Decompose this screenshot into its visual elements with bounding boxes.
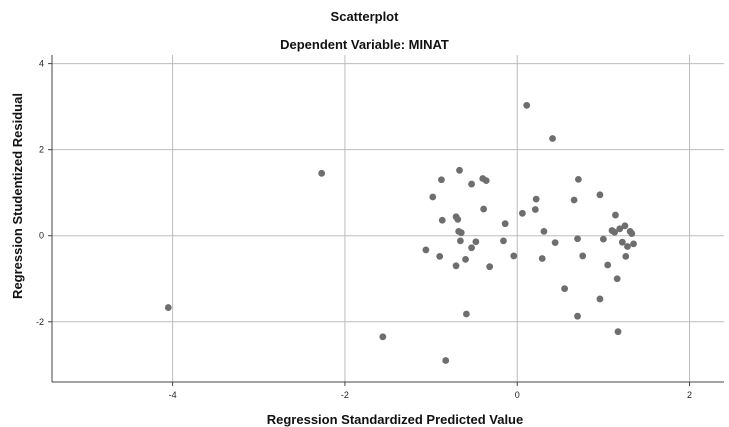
data-point — [482, 177, 490, 185]
data-point — [456, 237, 464, 245]
y-tick-label: 2 — [39, 145, 44, 155]
data-point — [574, 235, 581, 243]
y-tick-label: -2 — [36, 317, 44, 327]
data-point — [438, 176, 445, 184]
data-point — [462, 255, 469, 263]
data-point — [614, 328, 622, 336]
data-point — [379, 333, 387, 341]
data-point — [596, 295, 604, 303]
axes-layer — [48, 55, 724, 386]
data-point — [452, 262, 460, 270]
data-point — [549, 135, 556, 142]
data-point — [468, 244, 475, 252]
data-point — [611, 228, 618, 236]
data-point — [624, 243, 631, 250]
data-point — [540, 228, 548, 235]
data-point — [500, 237, 507, 245]
plot-area — [52, 55, 724, 382]
data-point — [318, 169, 326, 177]
data-point — [422, 246, 430, 254]
data-point — [630, 240, 637, 248]
data-point — [613, 275, 621, 283]
x-tick-label: 2 — [687, 390, 692, 400]
data-point — [561, 285, 569, 293]
data-point — [457, 229, 465, 237]
data-point — [480, 205, 488, 213]
data-point — [463, 310, 470, 318]
data-points — [164, 101, 637, 364]
x-axis-label: Regression Standardized Predicted Value — [267, 412, 523, 427]
y-axis-label: Regression Studentized Residual — [10, 93, 25, 299]
data-point — [604, 261, 612, 269]
x-tick-label: 0 — [515, 390, 520, 400]
data-point — [164, 304, 172, 311]
tick-labels: -4 -2 0 2 -2 0 2 4 — [36, 59, 692, 400]
data-point — [538, 255, 546, 262]
data-point — [574, 312, 581, 320]
data-point — [510, 252, 518, 260]
chart-subtitle: Dependent Variable: MINAT — [280, 37, 449, 52]
data-point — [429, 193, 437, 201]
data-point — [551, 239, 559, 246]
data-point — [472, 238, 480, 246]
data-point — [454, 215, 462, 223]
data-point — [575, 175, 582, 183]
data-point — [456, 166, 463, 174]
data-point — [612, 211, 619, 219]
data-point — [570, 196, 578, 204]
data-point — [531, 206, 539, 213]
y-tick-label: 0 — [39, 231, 44, 241]
chart-title: Scatterplot — [330, 9, 399, 24]
grid-layer — [52, 55, 724, 382]
data-point — [579, 252, 587, 260]
data-point — [622, 252, 630, 260]
data-point — [628, 230, 636, 237]
x-tick-label: -2 — [341, 390, 349, 400]
data-point — [438, 216, 446, 224]
data-point — [599, 235, 607, 243]
data-point — [436, 252, 444, 260]
data-point — [523, 101, 531, 109]
data-point — [618, 238, 626, 246]
x-tick-label: -4 — [169, 390, 177, 400]
data-point — [442, 357, 450, 364]
data-point — [486, 263, 494, 271]
data-point — [532, 195, 540, 203]
data-point — [519, 209, 526, 217]
y-tick-label: 4 — [39, 59, 44, 69]
data-point — [616, 225, 624, 233]
data-point — [621, 222, 629, 230]
data-point — [501, 220, 509, 228]
data-point — [468, 180, 475, 188]
data-point — [596, 191, 604, 199]
